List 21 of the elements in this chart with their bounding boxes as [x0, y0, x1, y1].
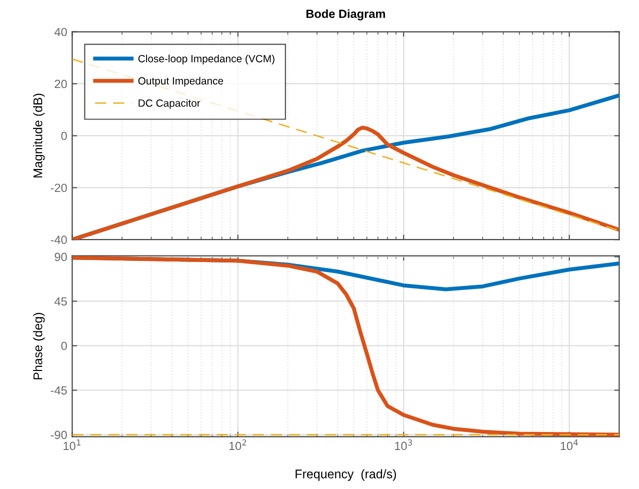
legend-label: DC Capacitor: [138, 99, 200, 109]
y-tick-label: -45: [50, 386, 67, 395]
y-tick-label: 20: [54, 80, 67, 88]
y-tick-label: -90: [50, 430, 67, 440]
x-tick-label: 10$^{2}$: [229, 439, 246, 450]
legend-label: Close-loop Impedance (VCM): [138, 54, 274, 64]
y-tick-label: 40: [54, 28, 67, 36]
y-tick-label: -40: [50, 236, 67, 244]
x-tick-label: 10$^{4}$: [560, 439, 578, 450]
legend-label: Output Impedance: [138, 76, 224, 87]
x-axis-title: Frequency (rad/s): [296, 469, 396, 481]
y-tick-label: 90: [54, 252, 67, 262]
y-tick-label: 45: [54, 297, 67, 306]
chart-title: Bode Diagram: [306, 9, 385, 20]
y-axis-title: Phase (deg): [33, 312, 45, 380]
x-tick-label: 10$^{1}$: [64, 439, 80, 450]
y-tick-label: 0: [61, 132, 67, 140]
x-tick-label: 10$^{3}$: [395, 439, 412, 450]
y-tick-label: -20: [50, 184, 67, 192]
y-tick-label: 0: [61, 342, 67, 350]
y-axis-title: Magnitude (dB): [33, 94, 45, 178]
